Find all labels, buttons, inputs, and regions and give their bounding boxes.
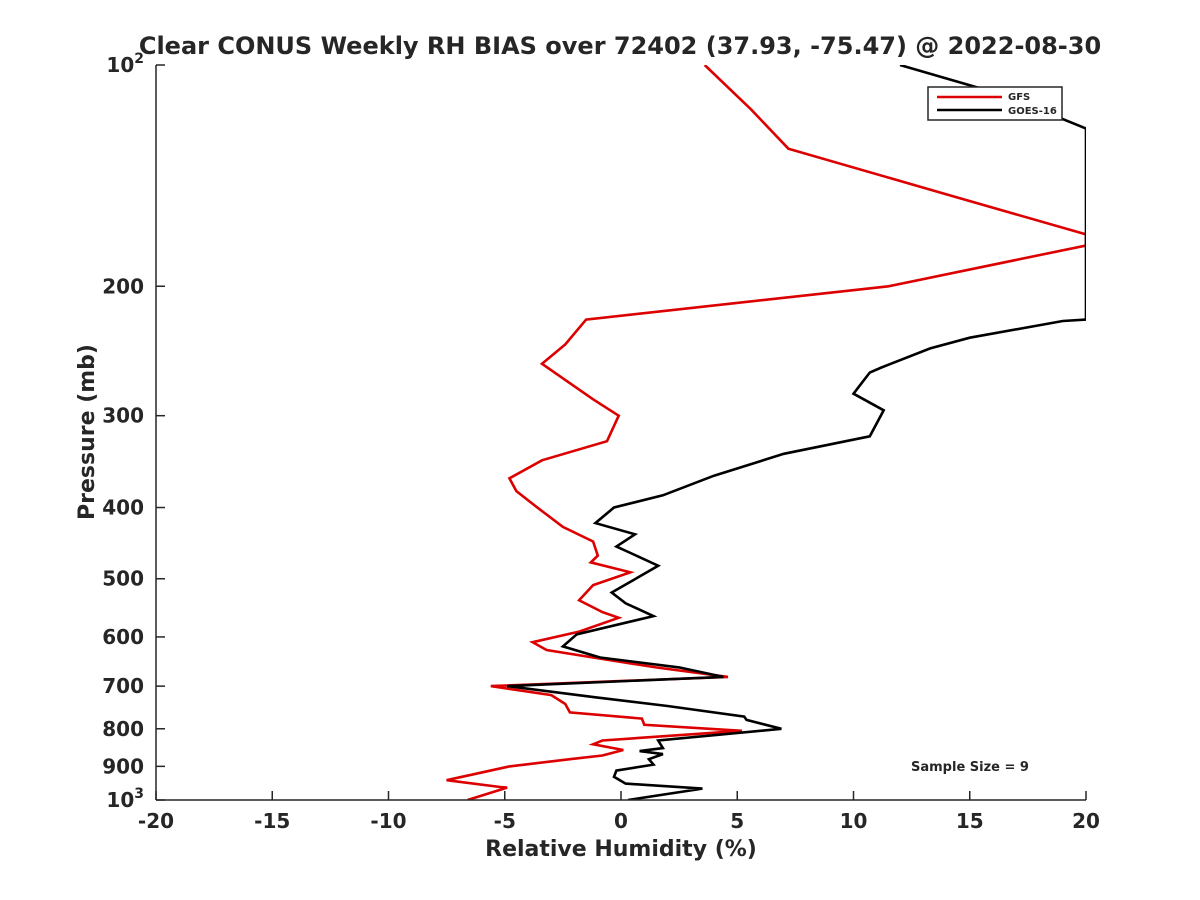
y-tick-label: 700 (102, 674, 144, 698)
y-tick-label: 900 (102, 754, 144, 778)
series-layer (446, 65, 1086, 800)
y-tick-label: 800 (102, 717, 144, 741)
x-axis-ticks: -20 -15 -10 -5 0 5 10 15 20 (138, 791, 1100, 833)
series-line-gfs (446, 65, 1086, 800)
x-axis-label: Relative Humidity (%) (485, 837, 757, 862)
x-tick-label: 15 (956, 809, 984, 833)
y-tick-label: 400 (102, 496, 144, 520)
y-tick-label: 102 (106, 51, 144, 77)
y-axis-label: Pressure (mb) (75, 344, 100, 520)
x-tick-label: 0 (614, 809, 628, 833)
x-tick-label: -5 (494, 809, 516, 833)
y-tick-label: 200 (102, 274, 144, 298)
chart-title: Clear CONUS Weekly RH BIAS over 72402 (3… (139, 32, 1101, 60)
x-tick-label: 5 (730, 809, 744, 833)
plot-area: -20 -15 -10 -5 0 5 10 15 20 102 200 300 400 500 600 70… (102, 51, 1100, 833)
y-tick-exponent: 2 (134, 51, 144, 67)
sample-size-annotation: Sample Size = 9 (911, 760, 1029, 775)
legend-box (927, 86, 1063, 121)
x-tick-label: -20 (138, 809, 174, 833)
x-tick-label: -15 (254, 809, 290, 833)
y-tick-label: 600 (102, 625, 144, 649)
series-line-goes16 (506, 65, 1086, 800)
x-tick-label: -10 (370, 809, 406, 833)
y-tick-exponent: 3 (134, 786, 144, 802)
y-tick-label: 500 (102, 567, 144, 591)
y-tick-label: 300 (102, 404, 144, 428)
x-tick-label: 20 (1072, 809, 1100, 833)
x-tick-label: 10 (840, 809, 868, 833)
legend: GFS GOES-16 (927, 86, 1063, 121)
legend-label-goes16: GOES-16 (1008, 106, 1057, 117)
legend-label-gfs: GFS (1008, 92, 1030, 103)
